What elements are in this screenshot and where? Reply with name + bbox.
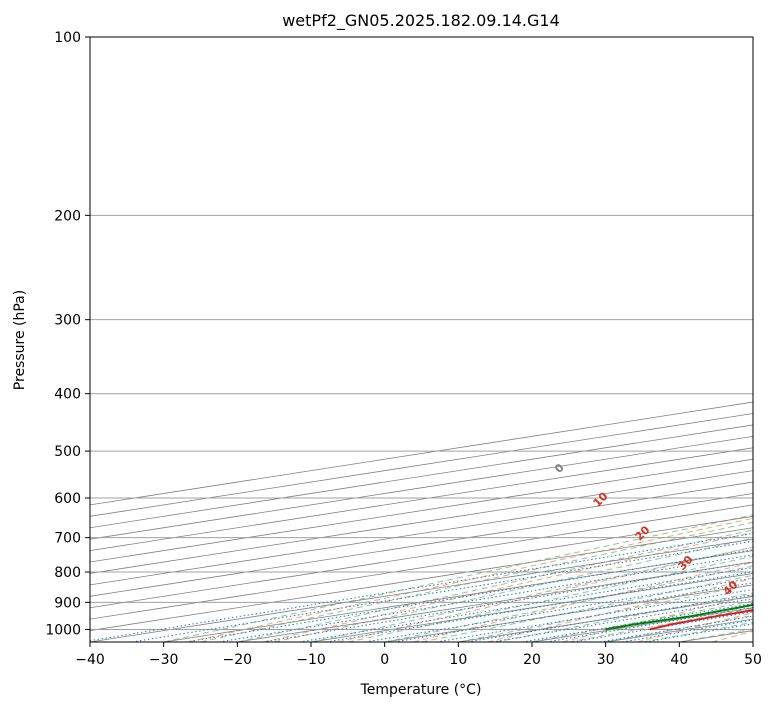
moist-adiabat-line [495,592,753,642]
moist-adiabat-line [310,546,753,642]
dewpoint-profile [605,603,753,631]
mixing-ratio-line [326,571,753,642]
x-tick-label: −40 [75,652,105,668]
isotherm-line [90,527,753,631]
x-axis: −40 −30 −20 −10 0 10 20 30 40 50 [75,642,762,668]
moist-adiabat-line [163,514,753,642]
mixing-ratio-line [299,567,753,642]
x-tick-label: 30 [597,652,615,668]
x-tick-label: −20 [223,652,253,668]
mixing-ratio-line [90,532,753,642]
isotherm-line [90,401,753,506]
isotherm-line [90,470,753,574]
isotherm-line [90,458,753,563]
x-tick-label: 0 [380,652,389,668]
x-tick-label: 20 [523,652,541,668]
plot-frame [89,36,754,643]
moist-adiabat-line [642,621,753,642]
y-tick-label: 700 [54,531,81,547]
isotherm-line [90,481,753,586]
y-tick-label: 200 [54,208,81,224]
y-axis: 1000 900 800 700 600 500 400 300 200 100 [45,30,90,638]
dry-adiabat-line [338,546,753,642]
y-tick-label: 800 [54,565,81,581]
isotherm-line [90,435,753,540]
moist-adiabat-line [347,555,753,642]
y-tick-label: 100 [54,30,81,46]
isotherm-line [90,447,753,552]
mixing-ratio-line [365,577,753,642]
isotherm-line [163,550,753,642]
mixing-ratio-line [262,561,753,642]
x-tick-label: 10 [449,652,467,668]
x-tick-label: −10 [296,652,326,668]
chart-title: wetPf2_GN05.2025.182.09.14.G14 [282,11,560,31]
y-tick-label: 1000 [45,622,81,638]
isotherm-line [90,424,753,529]
y-tick-label: 500 [54,444,81,460]
y-tick-label: 900 [54,595,81,611]
moist-adiabat-line [237,529,753,642]
moist-adiabat-line [274,537,753,642]
y-axis-label: Pressure (hPa) [12,290,28,390]
mixing-ratio-line [394,582,753,642]
x-tick-label: 50 [744,652,762,668]
y-tick-label: 600 [54,491,81,507]
plot-area: 0.10.20.40.611.52346810131620253036-100-… [90,37,753,642]
isotherm-line [90,538,753,642]
mixing-ratio-line [218,554,753,642]
mixing-ratio-line [572,611,753,642]
isotherm-line [752,641,753,642]
mixing-ratio-line [546,606,753,642]
dry-adiabat-line [263,532,753,642]
moist-adiabat-line [458,583,753,642]
isotherm-line [90,413,753,517]
x-tick-label: 40 [670,652,688,668]
dry-adiabat-label: 0 [552,461,567,476]
dry-adiabat-line [636,612,753,642]
x-tick-label: −30 [149,652,179,668]
isotherm-line [90,493,753,597]
y-tick-label: 300 [54,313,81,329]
x-axis-label: Temperature (°C) [360,682,482,698]
dry-adiabat-label: 30 [676,553,696,573]
isotherm-line [90,515,753,620]
dry-adiabat-line [188,517,753,642]
y-tick-label: 400 [54,387,81,403]
dry-adiabat-line [412,562,753,642]
isotherm-line [90,504,753,609]
moist-adiabat-line [200,521,753,642]
isotherm-line [237,561,753,642]
